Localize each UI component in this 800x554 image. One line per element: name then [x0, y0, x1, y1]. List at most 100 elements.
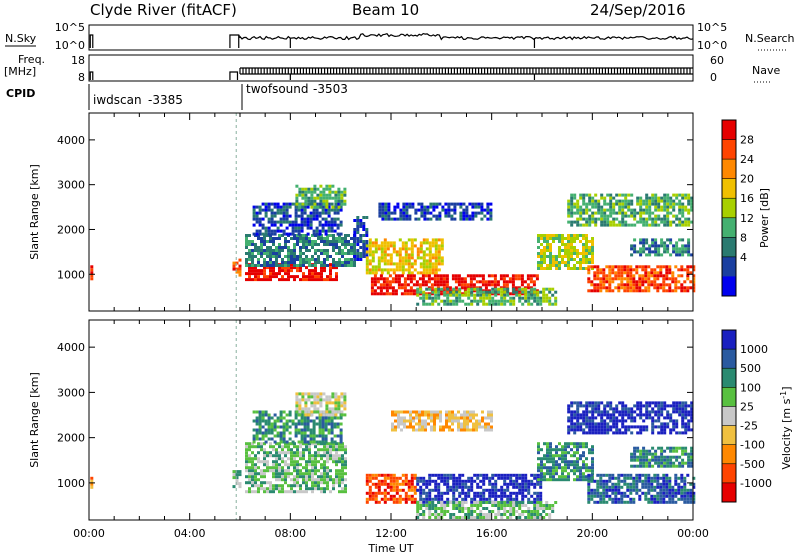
y-tick-label: 3000	[57, 179, 85, 192]
freq-unit-label: [MHz]	[4, 65, 36, 78]
y-tick-label: 4000	[57, 134, 85, 147]
velocity-scale-tick-label: 25	[740, 400, 754, 413]
power-scale-tick-label: 8	[740, 231, 747, 244]
x-tick-label: 04:00	[174, 527, 206, 540]
noise-trace	[89, 32, 694, 48]
nave-tick-bottom: 0	[710, 71, 717, 84]
x-tick-label: 08:00	[274, 527, 306, 540]
power-scale-tick-label: 12	[740, 212, 754, 225]
y-tick-label: 4000	[57, 341, 85, 354]
velocity-data-layer	[90, 320, 696, 520]
velocity-scale-swatch-5	[722, 425, 736, 446]
power-region-8	[365, 238, 444, 275]
power-scale-tick-label: 28	[740, 134, 754, 147]
velocity-scale-tick-label: 500	[740, 362, 761, 375]
velocity-region-7	[391, 410, 493, 432]
velocity-scale-label: Velocity [m s-1]	[779, 386, 793, 469]
velocity-region-8	[416, 501, 558, 519]
velocity-region-0	[90, 476, 94, 489]
nave-tick-top: 60	[710, 54, 724, 67]
power-region-4	[252, 202, 343, 236]
y-tick-label: 3000	[57, 386, 85, 399]
station-title: Clyde River (fitACF)	[90, 1, 237, 19]
nave-label: Nave	[752, 64, 780, 77]
x-tick-label: 20:00	[576, 527, 608, 540]
power-scale-label: Power [dB]	[758, 188, 771, 248]
time-axis-labels: 00:00 04:00 08:00 12:00 16:00 20:00 00:00	[73, 527, 709, 540]
cpid-segment-1-id: -3385	[148, 93, 183, 107]
power-scale-swatch-2	[722, 159, 736, 180]
power-region-7	[378, 202, 493, 221]
noise-search-label: N.Search	[745, 32, 795, 45]
velocity-region-12	[630, 446, 694, 468]
velocity-region-1	[232, 470, 242, 489]
power-x-ticks	[88, 113, 694, 311]
velocity-region-4	[295, 392, 347, 417]
power-scale-swatch-5	[722, 217, 736, 238]
velocity-region-5	[365, 473, 417, 504]
velocity-region-6	[416, 473, 543, 504]
power-colorbar: 28 24 20 16 12 8 4 Power [dB]	[721, 119, 771, 297]
x-tick-label: 00:00	[677, 527, 709, 540]
freq-panel: Freq. [MHz] 18 8 60 0 Nave	[4, 53, 780, 84]
cpid-segment-2-id: -3503	[313, 82, 348, 96]
freq-label: Freq.	[18, 53, 45, 66]
power-region-14	[630, 238, 694, 257]
velocity-scale-tick-label: -1000	[740, 477, 772, 490]
noise-sky-label: N.Sky	[5, 32, 37, 45]
x-tick-label: 12:00	[375, 527, 407, 540]
power-region-13	[587, 265, 696, 293]
velocity-scale-swatch-1	[722, 349, 736, 369]
x-tick-label: 00:00	[73, 527, 105, 540]
power-scale-swatch-7	[722, 256, 736, 277]
power-region-6	[353, 216, 369, 261]
velocity-region-3	[252, 410, 343, 444]
velocity-scale-swatch-7	[722, 463, 736, 484]
y-tick-label: 1000	[57, 477, 85, 490]
velocity-scale-swatch-8	[722, 482, 736, 503]
power-region-3	[245, 234, 356, 267]
velocity-scale-swatch-2	[722, 368, 736, 388]
power-scale-tick-label: 20	[740, 173, 754, 186]
freq-trace	[89, 67, 693, 80]
beam-title: Beam 10	[352, 1, 419, 19]
power-scale-swatch-4	[722, 198, 736, 219]
power-region-12	[567, 193, 694, 227]
power-scale-swatch-3	[722, 178, 736, 199]
date-title: 24/Sep/2016	[590, 1, 686, 19]
power-region-1	[232, 258, 242, 277]
velocity-scale-swatch-3	[722, 387, 736, 407]
power-y-axis: 1000 2000 3000 4000	[57, 134, 693, 281]
velocity-region-11	[587, 473, 696, 504]
power-scale-tick-label: 16	[740, 192, 754, 205]
freq-tick-top: 18	[71, 54, 85, 67]
power-scale-swatch-1	[722, 139, 736, 160]
noise-left-tick-top: 10^5	[55, 21, 85, 34]
velocity-region-2	[245, 442, 347, 494]
velocity-scale-swatch-4	[722, 406, 736, 426]
velocity-region-10	[567, 401, 694, 435]
y-tick-label: 2000	[57, 432, 85, 445]
noise-panel-frame	[88, 24, 694, 51]
time-axis-title: Time UT	[367, 542, 413, 554]
velocity-scale-tick-label: -100	[740, 439, 765, 452]
power-region-5	[295, 184, 347, 209]
velocity-scale-tick-label: -500	[740, 458, 765, 471]
cpid-label: CPID	[6, 87, 35, 100]
power-panel: 1000 2000 3000 4000 Slant Range [km]	[28, 112, 696, 312]
noise-panel: N.Sky 10^5 10^0 10^5 10^0 N.Search	[5, 21, 795, 52]
velocity-scale-tick-label: -25	[740, 420, 758, 433]
y-tick-label: 2000	[57, 223, 85, 236]
velocity-scale-tick-label: 1000	[740, 343, 768, 356]
velocity-colorbar: 1000 500 100 25 -25 -100 -500 -1000 Velocity [m…	[721, 329, 793, 503]
velocity-scale-swatch-0	[722, 330, 736, 350]
power-region-11	[537, 234, 594, 270]
cpid-segment-1-name: iwdscan	[93, 93, 142, 107]
cpid-row: CPID iwdscan -3385 twofsound -3503	[6, 82, 348, 110]
power-scale-tick-label: 4	[740, 251, 747, 264]
power-scale-swatch-6	[722, 237, 736, 258]
velocity-region-9	[537, 442, 594, 482]
velocity-scale-swatch-6	[722, 444, 736, 465]
power-y-label: Slant Range [km]	[28, 164, 41, 260]
